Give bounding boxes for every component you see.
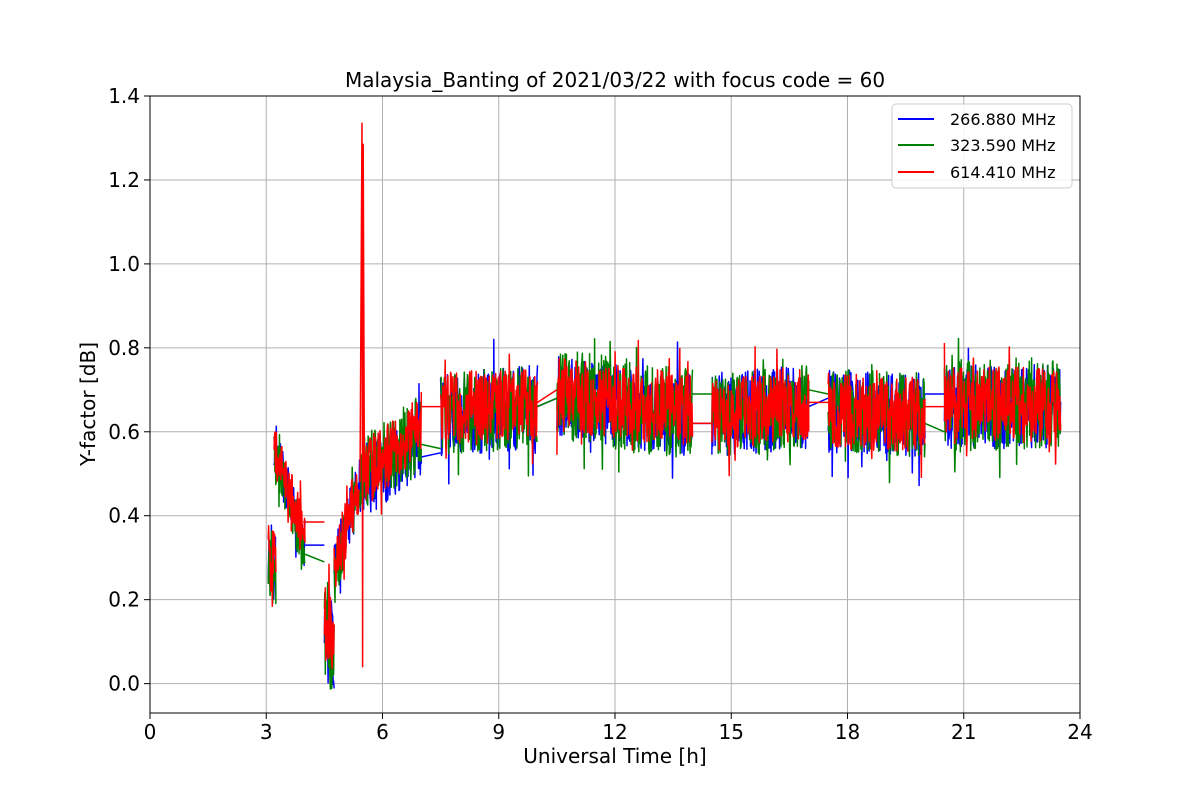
legend-box xyxy=(891,103,1073,189)
y-tick-label: 1.0 xyxy=(108,252,140,276)
y-tick-label: 0.8 xyxy=(108,336,140,360)
y-tick-label: 1.4 xyxy=(108,84,140,108)
x-tick-label: 0 xyxy=(144,720,157,744)
legend: 266.880 MHz 323.590 MHz 614.410 MHz xyxy=(891,103,1073,189)
y-tick-label: 0.6 xyxy=(108,420,140,444)
x-axis-label: Universal Time [h] xyxy=(523,744,706,768)
axis-ticks: 0 3 6 9 12 15 18 21 24 0.0 0.2 0.4 0.6 0.8 1.0 1.2 1.4 xyxy=(108,84,1093,744)
legend-label-266: 266.880 MHz xyxy=(950,110,1055,129)
series-group xyxy=(267,122,1062,690)
x-tick-label: 21 xyxy=(951,720,976,744)
legend-label-614: 614.410 MHz xyxy=(950,163,1055,182)
x-tick-label: 15 xyxy=(719,720,744,744)
series-line-614-410-mhz xyxy=(267,122,1062,669)
x-tick-label: 24 xyxy=(1067,720,1092,744)
x-tick-label: 18 xyxy=(835,720,860,744)
x-tick-label: 3 xyxy=(260,720,273,744)
x-tick-label: 9 xyxy=(492,720,505,744)
y-tick-label: 0.4 xyxy=(108,504,140,528)
y-axis-label: Y-factor [dB] xyxy=(76,342,100,467)
chart-title: Malaysia_Banting of 2021/03/22 with focu… xyxy=(345,68,885,92)
x-tick-label: 12 xyxy=(602,720,627,744)
y-tick-label: 0.2 xyxy=(108,588,140,612)
legend-label-323: 323.590 MHz xyxy=(950,136,1055,155)
x-tick-label: 6 xyxy=(376,720,389,744)
y-tick-label: 1.2 xyxy=(108,168,140,192)
y-tick-label: 0.0 xyxy=(108,672,140,696)
